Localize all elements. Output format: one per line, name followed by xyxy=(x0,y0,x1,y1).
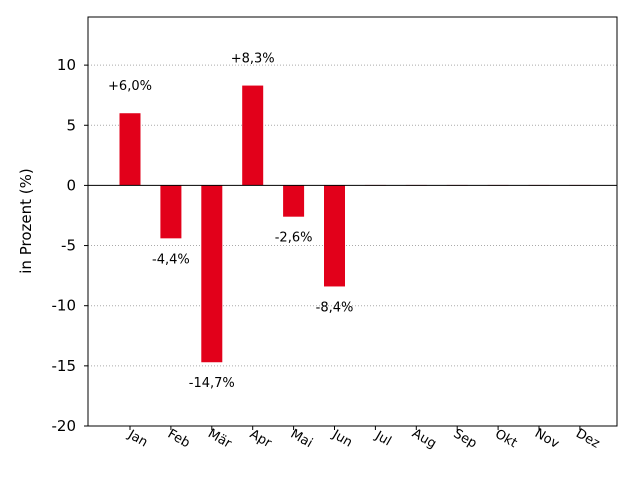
x-tick-label: Feb xyxy=(165,427,192,452)
bar-jun xyxy=(324,185,345,287)
data-labels: +6,0% -4,4% -14,7% +8,3% -2,6% -8,4% xyxy=(108,52,353,392)
x-tick-label: Okt xyxy=(492,427,519,451)
data-label: +8,3% xyxy=(231,52,275,67)
y-tick-label: -15 xyxy=(52,357,77,375)
bar-mär xyxy=(201,185,223,363)
y-tick-label: -5 xyxy=(61,237,76,255)
x-tick-label: Jul xyxy=(372,428,394,449)
y-tick-label: 5 xyxy=(66,116,76,134)
y-tick-label: -20 xyxy=(52,417,77,435)
y-axis-ticks: 10 5 0 -5 -10 -15 -20 xyxy=(52,56,88,435)
data-label: -8,4% xyxy=(316,300,354,315)
bar-apr xyxy=(242,85,264,186)
x-tick-label: Nov xyxy=(532,426,562,452)
bar-feb xyxy=(160,185,182,239)
y-tick-label: 10 xyxy=(57,56,76,74)
plot-frame xyxy=(87,16,618,427)
data-label: +6,0% xyxy=(108,79,152,94)
bar-jan xyxy=(119,113,141,186)
x-tick-label: Mai xyxy=(288,427,315,451)
y-tick-label: 0 xyxy=(66,176,76,194)
y-axis-label: in Prozent (%) xyxy=(17,168,35,273)
data-label: -14,7% xyxy=(189,376,235,391)
bar-mai xyxy=(283,185,305,217)
x-tick-label: Jan xyxy=(124,427,150,451)
grid-lines xyxy=(88,64,617,367)
x-tick-label: Apr xyxy=(247,427,275,452)
data-label: -4,4% xyxy=(152,252,190,267)
x-tick-label: Dez xyxy=(573,426,602,451)
data-label: -2,6% xyxy=(275,231,313,246)
x-tick-label: Jun xyxy=(329,427,355,451)
x-tick-label: Aug xyxy=(409,426,438,452)
x-axis-ticks: Jan Feb Mär Apr Mai Jun Jul Aug Sep Okt Nov Dez xyxy=(124,426,602,452)
y-tick-label: -10 xyxy=(52,297,77,315)
bars xyxy=(119,85,591,363)
x-tick-label: Sep xyxy=(451,426,480,451)
x-tick-label: Mär xyxy=(205,426,234,452)
